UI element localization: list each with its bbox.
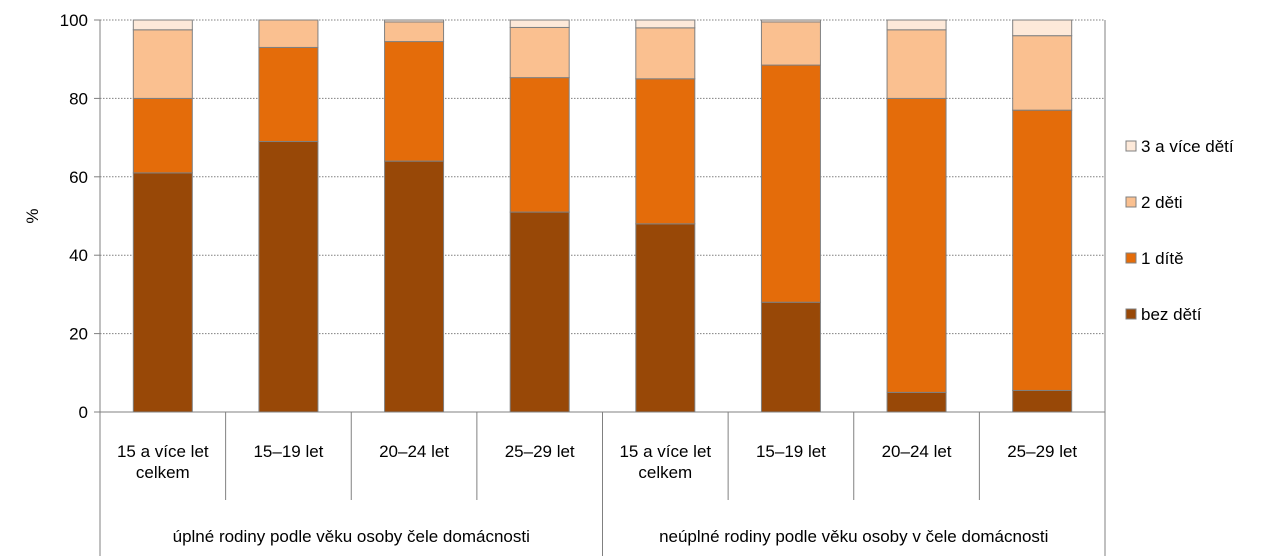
y-axis-title: % [23,208,42,223]
bar-segment [258,46,319,143]
axes [94,19,1106,556]
bar-segment [384,41,445,162]
y-tick-label: 80 [69,89,88,108]
bar-segment [760,21,821,66]
legend-label: 3 a více dětí [1141,137,1234,156]
bar-segment [384,19,445,23]
bar-segment [886,97,947,393]
x-tick-label: 25–29 let [1007,442,1077,461]
bar-segment [635,223,696,413]
x-tick-label: 20–24 let [379,442,449,461]
y-tick-label: 100 [60,11,88,30]
x-tick-label: 15–19 let [253,442,323,461]
legend-swatch [1125,308,1137,320]
bar-segment [1012,19,1073,37]
bar-segment [886,19,947,31]
bar-segment [258,141,319,413]
y-tick-label: 60 [69,168,88,187]
bar-segment [886,29,947,99]
legend-swatch [1125,252,1137,264]
bar-segment [886,391,947,413]
bar-segment [384,21,445,43]
x-tick-label: 15 a více let [117,442,209,461]
legend: 3 a více dětí 2 děti 1 dítě bez dětí [1125,137,1234,324]
bar-segment [509,211,570,413]
legend-label: bez dětí [1141,305,1202,324]
x-tick-label: 25–29 let [505,442,575,461]
bar-segment [132,97,193,174]
bar-segment [1012,389,1073,413]
axis-labels: 0 20 40 60 80 100 15 a více let celkem 15–19 let… [60,11,1078,546]
bar-segment [635,19,696,29]
x-group-label: neúplné rodiny podle věku osoby v čele d… [659,527,1048,546]
bar-segment [384,160,445,413]
bar-segment [760,64,821,303]
legend-label: 1 dítě [1141,249,1184,268]
legend-label: 2 děti [1141,193,1183,212]
x-tick-label: 20–24 let [882,442,952,461]
legend-swatch [1125,196,1137,208]
bar-segment [132,172,193,413]
bar-segment [509,19,570,28]
bar-segment [635,78,696,225]
x-group-label: úplné rodiny podle věku osoby čele domác… [173,527,530,546]
bar-segment [509,26,570,79]
y-tick-label: 20 [69,325,88,344]
y-tick-label: 0 [79,403,88,422]
bar-segment [132,19,193,31]
bar-segment [132,29,193,99]
bar-segment [760,19,821,23]
x-tick-label: 15–19 let [756,442,826,461]
bar-segment [509,77,570,213]
bars [132,19,1073,413]
bar-segment [635,27,696,80]
x-tick-label: celkem [638,463,692,482]
gridlines [100,19,1105,335]
bar-segment [1012,109,1073,391]
bar-segment [760,301,821,413]
y-tick-label: 40 [69,246,88,265]
x-tick-label: 15 a více let [619,442,711,461]
legend-swatch [1125,140,1137,152]
x-tick-label: celkem [136,463,190,482]
bar-segment [1012,35,1073,111]
bar-segment [258,19,319,48]
